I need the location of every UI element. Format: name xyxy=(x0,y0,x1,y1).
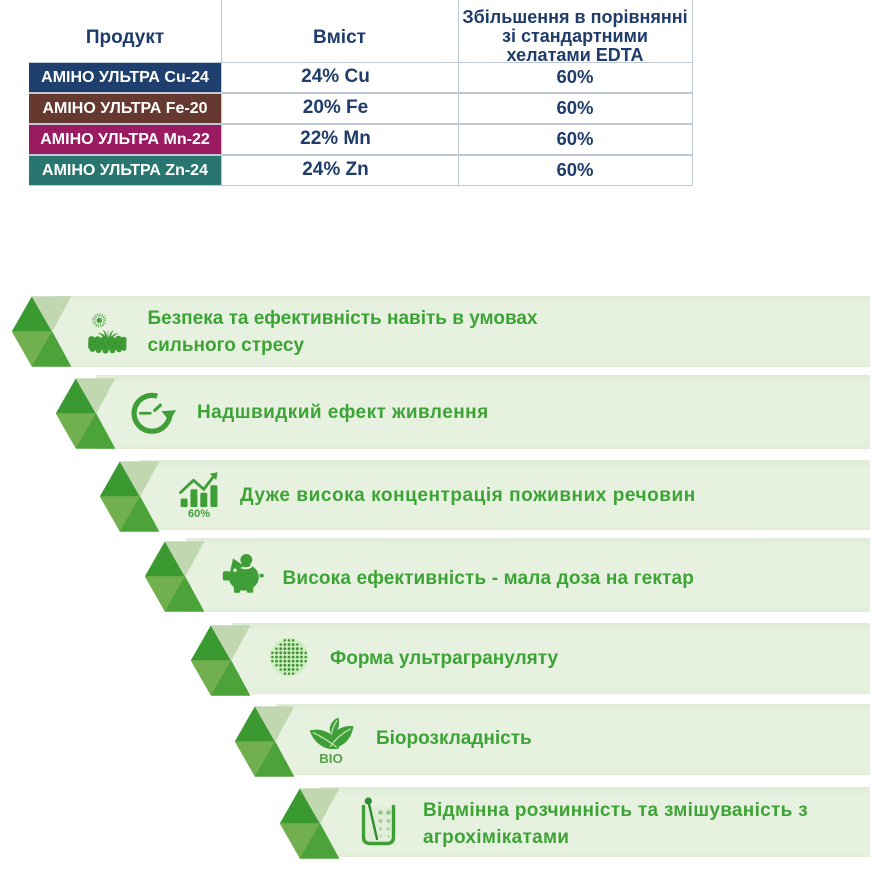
svg-text:BIO: BIO xyxy=(319,751,343,764)
svg-text:60%: 60% xyxy=(188,508,210,518)
